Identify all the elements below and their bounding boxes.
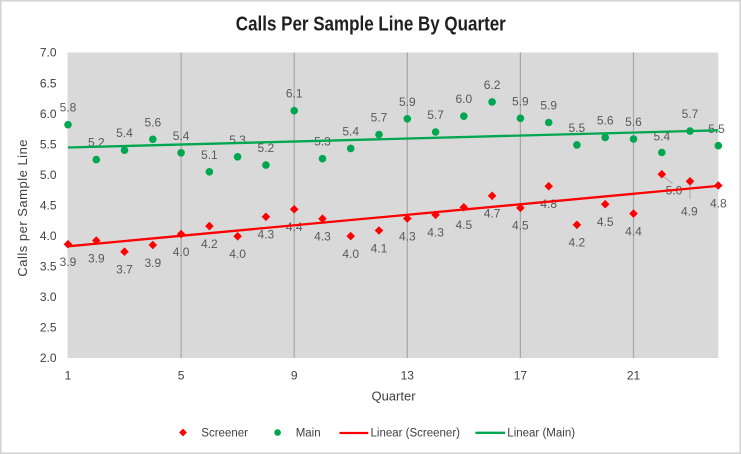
svg-text:21: 21 <box>627 368 641 382</box>
svg-text:4.1: 4.1 <box>371 241 388 255</box>
svg-text:1: 1 <box>65 368 72 382</box>
svg-text:4.4: 4.4 <box>286 220 303 234</box>
svg-text:Linear (Screener): Linear (Screener) <box>371 427 461 439</box>
svg-text:Quarter: Quarter <box>371 389 416 404</box>
svg-text:4.2: 4.2 <box>201 237 218 251</box>
svg-text:4.3: 4.3 <box>314 230 331 244</box>
svg-text:4.5: 4.5 <box>40 199 57 213</box>
svg-text:6.1: 6.1 <box>286 87 303 101</box>
svg-text:9: 9 <box>291 368 298 382</box>
svg-text:5.4: 5.4 <box>116 126 133 140</box>
svg-text:4.3: 4.3 <box>427 226 444 240</box>
svg-text:4.5: 4.5 <box>455 218 472 232</box>
svg-text:3.7: 3.7 <box>116 263 133 277</box>
svg-text:4.2: 4.2 <box>569 236 586 250</box>
svg-text:Main: Main <box>296 427 321 439</box>
svg-text:17: 17 <box>514 368 528 382</box>
svg-text:4.0: 4.0 <box>229 247 246 261</box>
svg-text:4.3: 4.3 <box>399 229 416 243</box>
svg-text:5.8: 5.8 <box>60 101 77 115</box>
svg-text:6.5: 6.5 <box>40 76 57 90</box>
svg-text:5.2: 5.2 <box>258 141 275 155</box>
svg-text:5.4: 5.4 <box>342 124 359 138</box>
svg-text:3.9: 3.9 <box>144 256 161 270</box>
svg-text:6.0: 6.0 <box>40 107 57 121</box>
svg-text:4.8: 4.8 <box>710 196 727 210</box>
svg-text:2.0: 2.0 <box>40 351 57 365</box>
svg-text:4.0: 4.0 <box>342 247 359 261</box>
svg-text:5.7: 5.7 <box>427 108 444 122</box>
svg-text:3.9: 3.9 <box>60 255 77 269</box>
svg-text:4.5: 4.5 <box>512 219 529 233</box>
svg-text:5: 5 <box>178 368 185 382</box>
svg-text:4.9: 4.9 <box>681 204 698 218</box>
svg-text:5.7: 5.7 <box>371 111 388 125</box>
svg-text:4.0: 4.0 <box>40 229 57 243</box>
svg-text:5.3: 5.3 <box>229 133 246 147</box>
svg-text:5.9: 5.9 <box>512 94 529 108</box>
svg-text:4.5: 4.5 <box>597 215 614 229</box>
svg-text:5.6: 5.6 <box>597 113 614 127</box>
svg-text:5.0: 5.0 <box>40 168 57 182</box>
svg-text:2.5: 2.5 <box>40 321 57 335</box>
svg-text:5.5: 5.5 <box>569 121 586 135</box>
svg-text:5.6: 5.6 <box>625 115 642 129</box>
svg-text:5.4: 5.4 <box>173 129 190 143</box>
svg-text:Linear (Main): Linear (Main) <box>507 427 575 439</box>
svg-text:7.0: 7.0 <box>40 46 57 60</box>
svg-text:4.4: 4.4 <box>625 224 642 238</box>
svg-text:3.0: 3.0 <box>40 290 57 304</box>
svg-text:5.7: 5.7 <box>682 107 699 121</box>
svg-text:5.5: 5.5 <box>708 122 725 136</box>
svg-text:13: 13 <box>401 368 415 382</box>
svg-text:5.9: 5.9 <box>540 99 557 113</box>
svg-text:5.9: 5.9 <box>399 95 416 109</box>
svg-text:4.8: 4.8 <box>540 197 557 211</box>
svg-text:3.9: 3.9 <box>88 251 105 265</box>
svg-text:4.0: 4.0 <box>173 245 190 259</box>
svg-text:Calls per Sample Line: Calls per Sample Line <box>15 139 30 277</box>
svg-text:5.5: 5.5 <box>40 137 57 151</box>
svg-text:Screener: Screener <box>201 427 248 439</box>
svg-text:3.5: 3.5 <box>40 260 57 274</box>
svg-text:Calls Per Sample Line By Quart: Calls Per Sample Line By Quarter <box>236 14 506 36</box>
svg-text:4.3: 4.3 <box>258 228 275 242</box>
svg-text:6.2: 6.2 <box>484 78 501 92</box>
svg-text:5.6: 5.6 <box>144 115 161 129</box>
svg-text:6.0: 6.0 <box>455 92 472 106</box>
svg-text:5.1: 5.1 <box>201 148 218 162</box>
svg-text:4.7: 4.7 <box>484 207 501 221</box>
